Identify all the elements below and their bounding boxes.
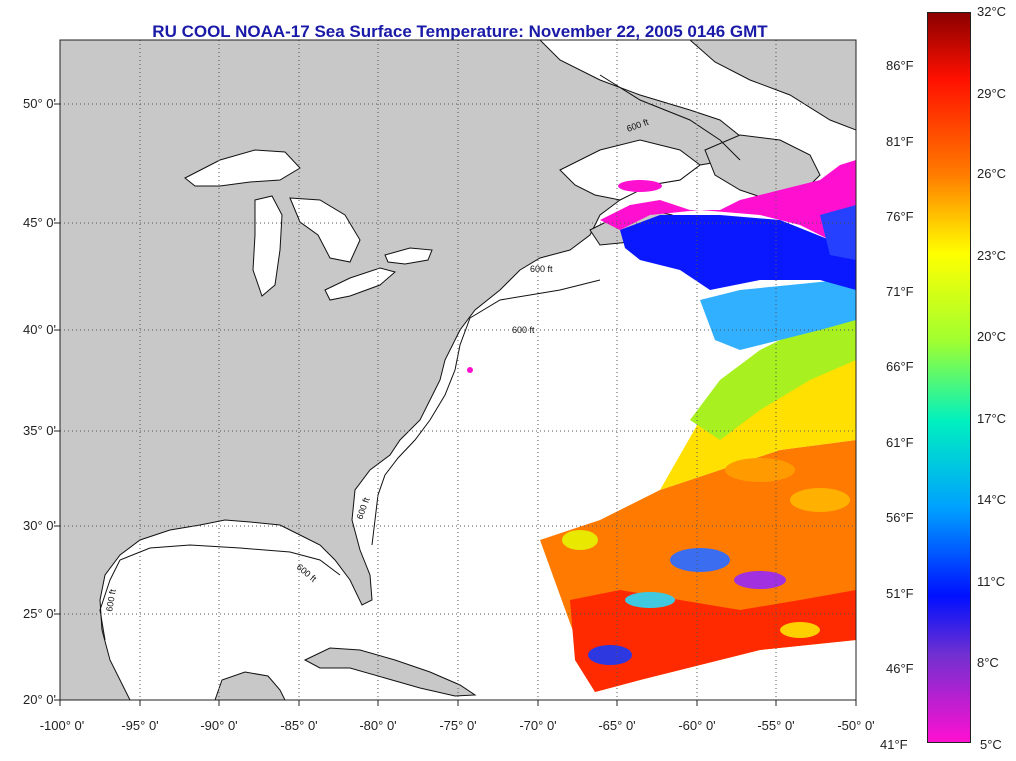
fahrenheit-label: 46°F <box>886 661 914 676</box>
temperature-colorbar <box>927 12 971 743</box>
lon-label: -75° 0' <box>439 718 477 733</box>
yucatan-land <box>214 671 286 700</box>
celsius-label: 17°C <box>977 411 1007 426</box>
map-title: RU COOL NOAA-17 Sea Surface Temperature:… <box>152 22 768 41</box>
fahrenheit-label: 81°F <box>886 134 914 149</box>
depth-contour-600ft <box>99 74 741 641</box>
lon-label: -60° 0' <box>678 718 716 733</box>
celsius-label: 29°C <box>977 86 1007 101</box>
celsius-label: 26°C <box>977 166 1007 181</box>
lon-label: -55° 0' <box>757 718 795 733</box>
lat-label: 40° 0' <box>23 322 56 337</box>
celsius-label: 20°C <box>977 329 1007 344</box>
contour-label: 600 ft <box>530 264 553 274</box>
lat-label: 20° 0' <box>23 692 56 707</box>
lon-label: -85° 0' <box>280 718 318 733</box>
celsius-label: 8°C <box>977 655 999 670</box>
celsius-label: 11°C <box>977 574 1006 589</box>
lake-superior <box>184 149 301 187</box>
gulf-st-lawrence <box>559 139 701 201</box>
lake-michigan <box>252 195 283 297</box>
lon-label: -95° 0' <box>121 718 159 733</box>
labrador-land <box>689 40 856 131</box>
fahrenheit-label: 86°F <box>886 58 914 73</box>
fahrenheit-label: 41°F <box>880 737 908 752</box>
lat-label: 45° 0' <box>23 215 56 230</box>
celsius-label: 32°C <box>977 4 1007 19</box>
contour-label: 600 ft <box>104 588 118 612</box>
celsius-label: 14°C <box>977 492 1007 507</box>
lat-label: 35° 0' <box>23 423 56 438</box>
contour-label: 600 ft <box>512 325 535 335</box>
lon-label: -90° 0' <box>200 718 238 733</box>
lake-huron <box>289 197 361 263</box>
lake-ontario <box>384 247 433 265</box>
lon-label: -80° 0' <box>359 718 397 733</box>
cuba-land <box>303 647 477 697</box>
lon-label: -65° 0' <box>598 718 636 733</box>
fahrenheit-label: 66°F <box>886 359 914 374</box>
celsius-label: 23°C <box>977 248 1007 263</box>
lon-label: -50° 0' <box>837 718 875 733</box>
celsius-label: 5°C <box>980 737 1002 752</box>
fahrenheit-label: 76°F <box>886 209 914 224</box>
axis-ticks <box>54 103 857 706</box>
graticule <box>60 40 856 700</box>
lat-label: 50° 0' <box>23 96 56 111</box>
lat-label: 25° 0' <box>23 606 56 621</box>
fahrenheit-label: 71°F <box>886 284 914 299</box>
fahrenheit-label: 56°F <box>886 510 914 525</box>
fahrenheit-label: 51°F <box>886 586 914 601</box>
fahrenheit-label: 61°F <box>886 435 914 450</box>
lat-label: 30° 0' <box>23 518 56 533</box>
sst-data-swath <box>467 160 856 692</box>
lon-label: -70° 0' <box>519 718 557 733</box>
lon-label: -100° 0' <box>39 718 85 733</box>
